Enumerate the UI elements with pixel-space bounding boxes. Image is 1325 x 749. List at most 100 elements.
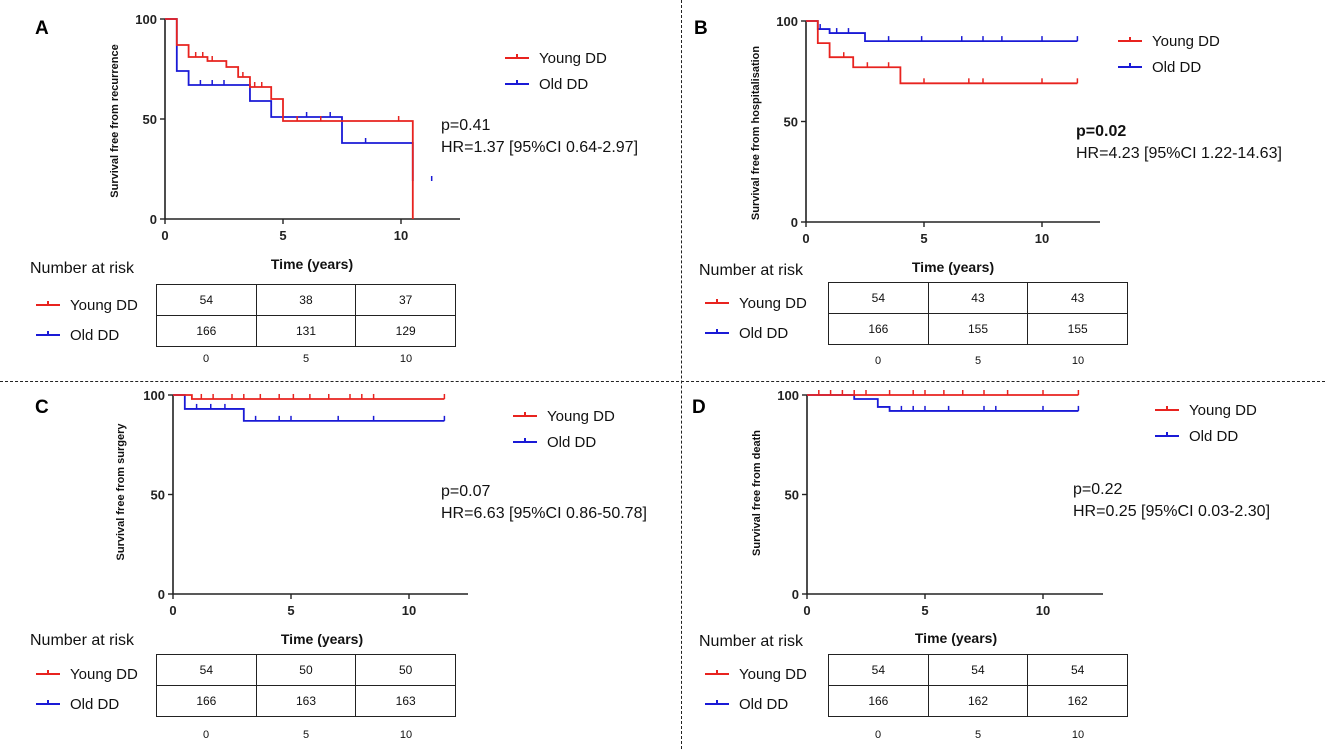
risk-legend-label: Old DD	[70, 695, 120, 713]
legend-swatch-old	[36, 700, 60, 705]
y-axis-label: Survival free from recurrence	[109, 44, 121, 197]
legend-swatch-young	[1155, 406, 1179, 411]
risk-x-tick: 10	[1071, 355, 1085, 367]
risk-x-tick: 10	[399, 353, 413, 365]
risk-legend-old: Old DD	[705, 318, 807, 348]
risk-cell: 54	[156, 284, 257, 316]
survival-curves	[165, 18, 433, 219]
panel-letter: B	[694, 18, 708, 39]
stats-annotation: p=0.07 HR=6.63 [95%CI 0.86-50.78]	[441, 481, 647, 525]
risk-table: 54 50 50 166 163 163	[156, 654, 456, 717]
panel-letter: D	[692, 397, 706, 418]
legend-item-old: Old DD	[513, 429, 615, 455]
risk-table-title: Number at risk	[30, 632, 135, 649]
survival-curves	[173, 393, 446, 422]
risk-legend-label: Young DD	[739, 665, 807, 683]
legend-swatch-young	[1118, 37, 1142, 42]
plot-b: B Survival free from hospitalisation Tim…	[694, 14, 1100, 275]
legend-swatch-old	[1118, 63, 1142, 68]
risk-cell: 166	[156, 315, 257, 347]
risk-x-tick: 5	[302, 353, 310, 365]
legend-item-young: Young DD	[505, 45, 607, 71]
risk-row-old: 166 162 162	[828, 685, 1128, 717]
risk-legend-label: Old DD	[70, 326, 120, 344]
x-tick-label: 5	[920, 231, 927, 246]
km-curve-young	[165, 18, 414, 219]
risk-cell: 166	[828, 313, 929, 345]
risk-table-title: Number at risk	[30, 260, 135, 277]
legend-swatch-old	[1155, 432, 1179, 437]
p-value: p=0.41	[441, 117, 491, 134]
risk-cell: 54	[828, 282, 929, 314]
risk-legend: Young DD Old DD	[705, 288, 807, 348]
risk-x-tick: 10	[399, 729, 413, 741]
risk-cell: 163	[355, 685, 456, 717]
risk-x-tick: 10	[1071, 729, 1085, 741]
risk-legend: Young DD Old DD	[36, 290, 138, 350]
risk-cell: 54	[927, 654, 1029, 686]
risk-row-young: 54 43 43	[828, 282, 1128, 314]
y-tick-label: 0	[792, 587, 799, 602]
legend-swatch-young	[36, 301, 60, 306]
plot-d: D Survival free from death Time (years) …	[692, 388, 1103, 646]
risk-cell: 166	[156, 685, 257, 717]
panel-d: D Survival free from death Time (years) …	[663, 375, 1325, 749]
x-tick-label: 0	[802, 231, 809, 246]
p-value: p=0.02	[1076, 123, 1127, 140]
risk-x-tick: 5	[974, 355, 982, 367]
km-curve-old	[807, 394, 1079, 412]
survival-curves	[807, 390, 1080, 412]
legend-item-old: Old DD	[1155, 423, 1257, 449]
risk-legend-label: Young DD	[739, 294, 807, 312]
panel-letter: C	[35, 397, 49, 418]
risk-cell: 162	[1027, 685, 1128, 717]
legend-swatch-old	[36, 331, 60, 336]
risk-row-young: 54 38 37	[156, 284, 456, 316]
legend-label: Young DD	[539, 49, 607, 67]
risk-legend-label: Old DD	[739, 324, 789, 342]
plot-c: C Survival free from surgery Time (years…	[35, 388, 468, 647]
risk-cell: 38	[255, 284, 357, 316]
risk-row-old: 166 131 129	[156, 315, 456, 347]
y-tick-label: 50	[785, 488, 799, 503]
risk-cell: 155	[927, 313, 1029, 345]
legend-swatch-young	[505, 54, 529, 59]
legend-label: Young DD	[547, 407, 615, 425]
risk-cell: 131	[255, 315, 357, 347]
risk-row-old: 166 155 155	[828, 313, 1128, 345]
risk-x-tick: 5	[302, 729, 310, 741]
km-curve-old	[806, 20, 1078, 42]
risk-legend-young: Young DD	[705, 288, 807, 318]
risk-cell: 163	[255, 685, 357, 717]
y-axis-label: Survival free from surgery	[115, 423, 127, 561]
legend-item-young: Young DD	[1155, 397, 1257, 423]
risk-row-old: 166 163 163	[156, 685, 456, 717]
x-tick-label: 0	[169, 603, 176, 618]
legend-label: Old DD	[1189, 427, 1239, 445]
x-tick-label: 0	[803, 603, 810, 618]
legend-label: Old DD	[547, 433, 597, 451]
x-axis-label: Time (years)	[912, 259, 994, 275]
km-curve-old	[165, 18, 414, 181]
legend-swatch-old	[505, 80, 529, 85]
y-tick-label: 100	[143, 388, 165, 403]
risk-table-title: Number at risk	[699, 262, 804, 279]
panel-divider-horizontal	[0, 381, 1325, 382]
y-tick-label: 50	[151, 488, 165, 503]
x-tick-label: 5	[921, 603, 928, 618]
risk-x-tick: 0	[202, 729, 210, 741]
legend-swatch-young	[36, 670, 60, 675]
risk-legend-old: Old DD	[36, 689, 138, 719]
legend-swatch-old	[705, 329, 729, 334]
risk-cell: 162	[927, 685, 1029, 717]
x-axis-label: Time (years)	[271, 256, 353, 272]
risk-cell: 129	[355, 315, 456, 347]
risk-legend-label: Young DD	[70, 665, 138, 683]
risk-cell: 43	[1027, 282, 1128, 314]
legend: Young DD Old DD	[1155, 397, 1257, 449]
legend-label: Young DD	[1152, 32, 1220, 50]
legend-swatch-young	[705, 670, 729, 675]
